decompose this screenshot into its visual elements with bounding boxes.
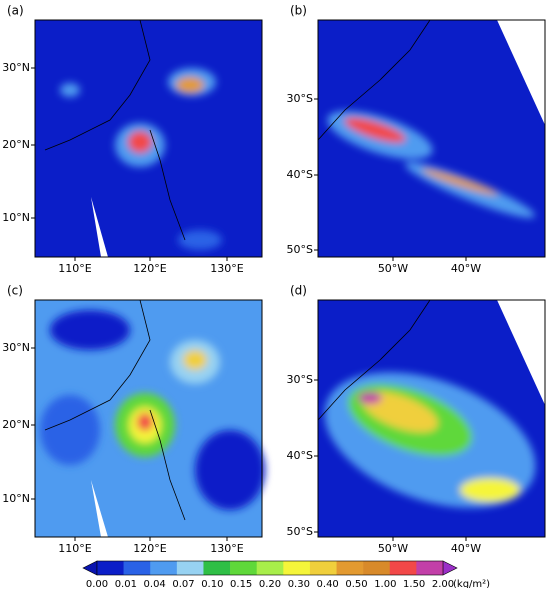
y-tick-label: 40°S <box>287 449 313 462</box>
x-tick-label: 130°E <box>210 542 243 555</box>
colorbar-segment <box>336 561 364 575</box>
map-b <box>317 19 546 258</box>
panel-label: (c) <box>7 284 23 298</box>
colorbar-under <box>82 560 98 576</box>
colorbar-segment <box>389 561 417 575</box>
y-tick-label: 40°S <box>287 168 313 181</box>
y-tick-label: 20°N <box>2 138 30 151</box>
x-tick-label: 50°W <box>378 262 408 275</box>
x-tick-label: 120°E <box>133 542 166 555</box>
colorbar-frame <box>96 560 444 576</box>
colorbar-label: 0.40 <box>317 579 339 588</box>
y-tick-label: 10°N <box>2 211 30 224</box>
colorbar-segment <box>309 561 337 575</box>
x-tick-label: 40°W <box>451 542 481 555</box>
panel-label: (a) <box>7 4 24 18</box>
colorbar-label: 0.04 <box>144 579 166 588</box>
colorbar-label: 1.00 <box>374 579 396 588</box>
colorbar-segment <box>283 561 311 575</box>
colorbar-segment <box>203 561 231 575</box>
colorbar-segment <box>150 561 178 575</box>
map-d <box>317 299 546 538</box>
colorbar-segment <box>176 561 204 575</box>
colorbar-over <box>442 560 458 576</box>
panel-label: (b) <box>290 4 307 18</box>
x-tick-label: 120°E <box>133 262 166 275</box>
x-tick-label: 50°W <box>378 542 408 555</box>
colorbar-segment <box>363 561 391 575</box>
colorbar-label: 0.07 <box>172 579 194 588</box>
colorbar-label: 2.00 <box>432 579 454 588</box>
y-tick-label: 50°S <box>287 525 313 538</box>
map-c <box>34 299 265 538</box>
x-tick-label: 130°E <box>210 262 243 275</box>
panel-label: (d) <box>290 284 307 298</box>
y-tick-label: 30°N <box>2 61 30 74</box>
colorbar-label: 0.15 <box>230 579 252 588</box>
colorbar-segment <box>416 561 444 575</box>
y-tick-label: 30°S <box>287 373 313 386</box>
colorbar-segment <box>123 561 151 575</box>
colorbar-segment <box>230 561 257 575</box>
colorbar-segment <box>256 561 284 575</box>
x-tick-label: 110°E <box>58 262 91 275</box>
colorbar-label: 0.20 <box>259 579 281 588</box>
y-tick-label: 50°S <box>287 243 313 256</box>
colorbar-label: 1.50 <box>403 579 425 588</box>
colorbar-segment <box>97 561 124 575</box>
colorbar-unit: (kg/m²) <box>453 579 490 588</box>
colorbar-label: 0.50 <box>345 579 367 588</box>
y-tick-label: 10°N <box>2 492 30 505</box>
x-tick-label: 110°E <box>58 542 91 555</box>
colorbar-label: 0.10 <box>201 579 223 588</box>
colorbar-label: 0.30 <box>288 579 310 588</box>
y-tick-label: 30°N <box>2 341 30 354</box>
y-tick-label: 20°N <box>2 418 30 431</box>
map-a <box>34 19 263 258</box>
colorbar-label: 0.00 <box>86 579 108 588</box>
x-tick-label: 40°W <box>451 262 481 275</box>
y-tick-label: 30°S <box>287 92 313 105</box>
colorbar-label: 0.01 <box>115 579 137 588</box>
